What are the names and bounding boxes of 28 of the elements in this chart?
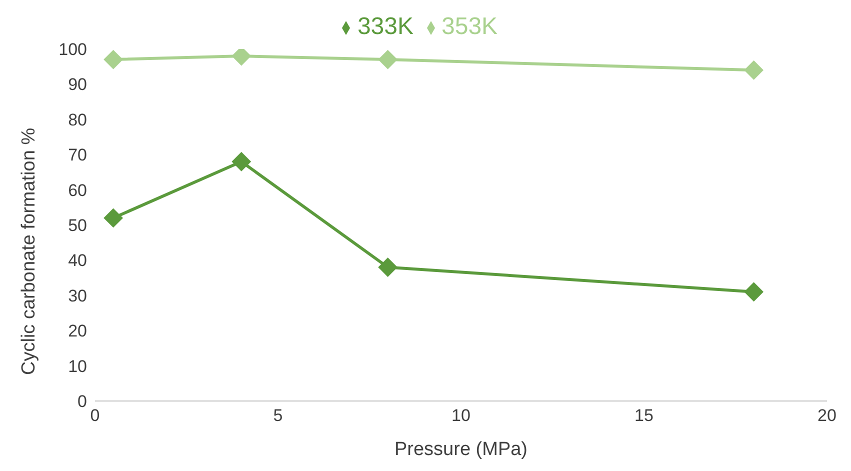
x-tick-label: 15 (634, 406, 654, 426)
y-tick-label: 90 (68, 75, 87, 94)
point (744, 60, 764, 80)
point (378, 258, 398, 277)
x-axis-title: Pressure (MPa) (394, 439, 528, 460)
point (744, 282, 764, 302)
y-tick-label: 20 (68, 322, 87, 341)
x-tick-label: 5 (273, 406, 283, 426)
y-tick-label: 60 (68, 180, 87, 200)
y-axis-title: Cyclic carbonate formation % (18, 128, 40, 375)
y-tick-label: 0 (78, 392, 87, 412)
y-tick-label: 40 (68, 251, 87, 270)
legend-label: 353K (442, 13, 498, 40)
y-tick-label: 50 (68, 216, 87, 236)
x-tick-label: 20 (818, 406, 836, 426)
legend-label: 333K (357, 13, 414, 40)
x-tick-label: 0 (90, 406, 100, 426)
point (232, 49, 251, 66)
point (232, 152, 251, 172)
point (104, 50, 123, 70)
y-tick-label: 30 (68, 286, 87, 306)
y-tick-label: 100 (58, 40, 87, 60)
y-tick-label: 80 (68, 110, 87, 130)
point (104, 208, 123, 228)
y-tick-label: 70 (68, 146, 87, 165)
y-tick-label: 10 (68, 356, 87, 376)
point (378, 50, 398, 70)
x-tick-label: 10 (452, 406, 470, 426)
